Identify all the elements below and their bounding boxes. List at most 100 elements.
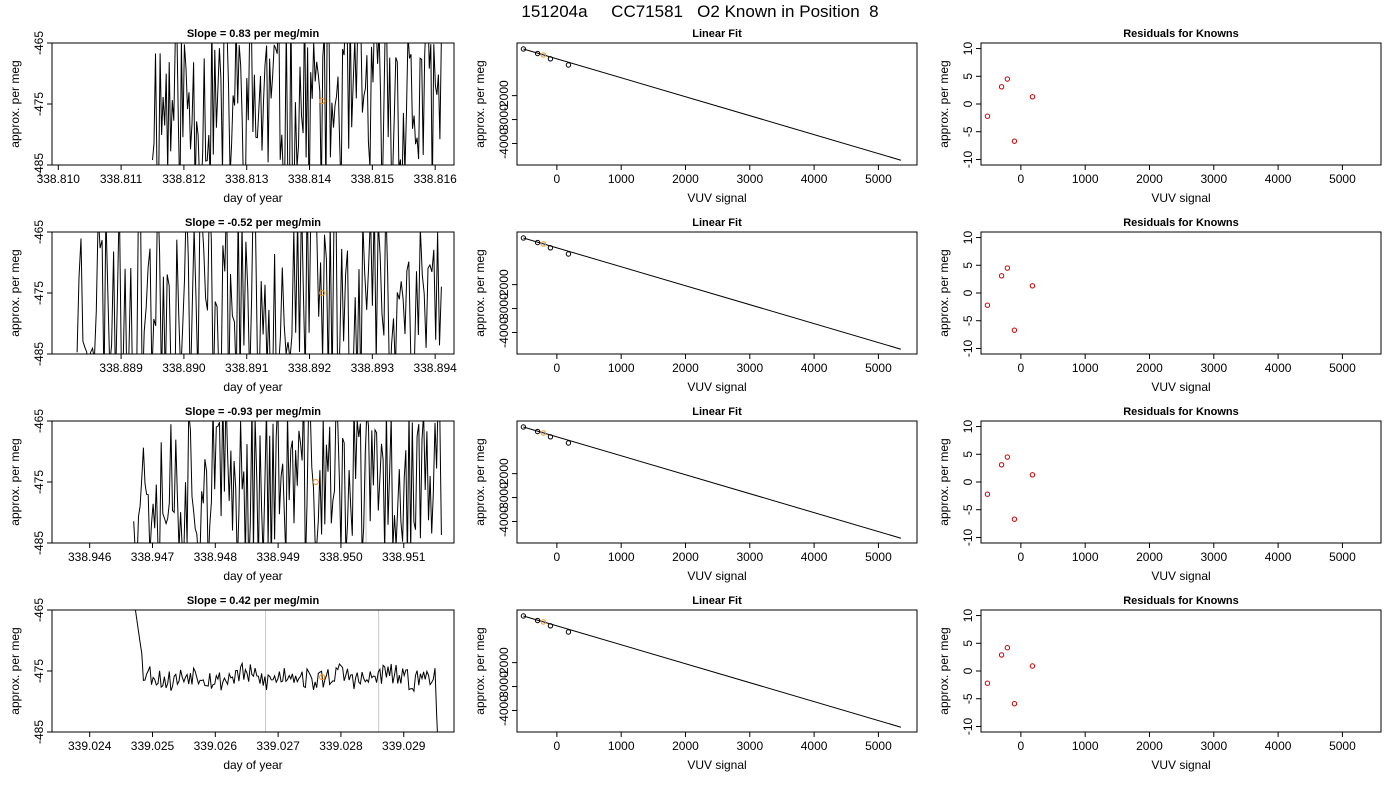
chart-title: Residuals for Knowns — [1123, 595, 1239, 607]
x-tick-label: 338.812 — [162, 172, 206, 186]
y-tick-label: -475 — [32, 281, 46, 305]
fit-point — [547, 56, 554, 62]
y-tick-label: 5 — [961, 262, 975, 269]
x-tick-label: 0 — [1018, 172, 1025, 186]
series-line — [133, 421, 442, 543]
fit-point — [540, 430, 547, 436]
x-tick-label: 0 — [1018, 550, 1025, 564]
y-tick-label: 5 — [961, 640, 975, 647]
plot-area — [520, 613, 902, 728]
x-tick-label: 338.894 — [413, 361, 457, 375]
plot-area — [133, 421, 442, 543]
x-tick-label: 339.026 — [194, 739, 238, 753]
x-tick-label: 338.890 — [162, 361, 206, 375]
x-tick-label: 3000 — [1200, 550, 1227, 564]
plot-area — [76, 232, 442, 354]
x-axis-label: VUV signal — [687, 380, 746, 394]
x-tick-label: 5000 — [865, 739, 892, 753]
residual-point — [1011, 516, 1018, 522]
fit-point — [547, 434, 554, 440]
x-tick-label: 338.949 — [256, 550, 300, 564]
y-tick-label: -10 — [961, 717, 975, 735]
figure-title: 151204a CC71581 O2 Known in Position 8 — [521, 2, 879, 21]
y-axis-label: approx. per meg — [8, 249, 22, 336]
fit-line — [523, 237, 902, 350]
fit-point — [565, 440, 572, 446]
chart-title: Slope = 0.42 per meg/min — [187, 595, 320, 607]
y-tick-label: -5 — [961, 126, 975, 137]
chart-panel: Residuals for Knowns 0 1000 2000 3000 4000 500… — [937, 406, 1382, 583]
x-tick-label: 3000 — [1200, 172, 1227, 186]
x-axis-label: day of year — [223, 758, 282, 772]
chart-panel: Residuals for Knowns 0 1000 2000 3000 4000 500… — [937, 595, 1382, 772]
residual-point — [998, 273, 1005, 279]
plot-area — [984, 454, 1036, 522]
y-tick-label: -10 — [961, 150, 975, 168]
y-tick-label: 10 — [961, 420, 975, 434]
fit-point — [534, 239, 541, 246]
y-tick-label: -485 — [32, 720, 46, 744]
x-tick-label: 1000 — [608, 550, 635, 564]
plot-area — [152, 43, 442, 165]
y-axis-label: approx. per meg — [473, 627, 487, 714]
x-axis-label: day of year — [223, 191, 282, 205]
y-tick-label: -465 — [32, 409, 46, 433]
fit-point — [565, 629, 572, 635]
plot-area — [984, 265, 1036, 333]
x-tick-label: 4000 — [801, 550, 828, 564]
residual-point — [1004, 454, 1011, 460]
residual-point — [1004, 265, 1011, 271]
x-tick-label: 338.946 — [68, 550, 112, 564]
y-tick-label: -5 — [961, 693, 975, 704]
chart-title: Slope = -0.52 per meg/min — [185, 217, 321, 229]
residual-point — [998, 652, 1005, 658]
x-tick-label: 1000 — [1072, 361, 1099, 375]
plot-frame — [51, 609, 455, 733]
y-axis-label: approx. per meg — [8, 438, 22, 525]
x-axis-label: day of year — [223, 380, 282, 394]
x-tick-label: 338.947 — [131, 550, 175, 564]
series-line — [76, 232, 442, 354]
y-tick-label: -5 — [961, 504, 975, 515]
y-tick-label: -2000 — [497, 80, 511, 111]
plot-area — [984, 76, 1036, 144]
x-tick-label: 1000 — [1072, 739, 1099, 753]
residual-point — [1011, 138, 1018, 144]
x-tick-label: 4000 — [1265, 172, 1292, 186]
residual-point — [1004, 645, 1011, 651]
y-tick-label: -4000 — [497, 317, 511, 348]
x-tick-label: 339.025 — [131, 739, 175, 753]
fit-point — [520, 613, 527, 619]
x-tick-label: 2000 — [672, 172, 699, 186]
x-axis-label: VUV signal — [1151, 758, 1210, 772]
x-tick-label: 5000 — [1329, 739, 1356, 753]
x-tick-label: 3000 — [736, 550, 763, 564]
plot-frame — [51, 420, 455, 544]
x-tick-label: 1000 — [608, 361, 635, 375]
y-tick-label: -3000 — [497, 671, 511, 702]
x-axis-label: VUV signal — [687, 758, 746, 772]
y-tick-label: -2000 — [497, 269, 511, 300]
x-tick-label: 1000 — [1072, 172, 1099, 186]
plot-frame — [516, 609, 918, 733]
y-tick-label: -10 — [961, 339, 975, 357]
x-tick-label: 339.028 — [319, 739, 363, 753]
x-tick-label: 0 — [554, 550, 561, 564]
chart-panel: Linear Fit 0 1000 2000 3000 4000 5000 VUV signa… — [473, 28, 918, 205]
x-tick-label: 4000 — [801, 361, 828, 375]
chart-panel: Residuals for Knowns 0 1000 2000 3000 4000 500… — [937, 28, 1382, 205]
residual-point — [1029, 472, 1036, 478]
y-tick-label: -475 — [32, 659, 46, 683]
x-tick-label: 338.893 — [351, 361, 395, 375]
mean-point — [319, 290, 326, 296]
residual-point — [998, 462, 1005, 468]
x-tick-label: 5000 — [1329, 172, 1356, 186]
chart-title: Linear Fit — [692, 406, 742, 418]
x-axis-label: VUV signal — [1151, 380, 1210, 394]
y-axis-label: approx. per meg — [8, 627, 22, 714]
fit-point — [540, 619, 547, 625]
x-tick-label: 338.892 — [288, 361, 332, 375]
y-tick-label: -3000 — [497, 482, 511, 513]
y-axis-label: approx. per meg — [937, 627, 951, 714]
